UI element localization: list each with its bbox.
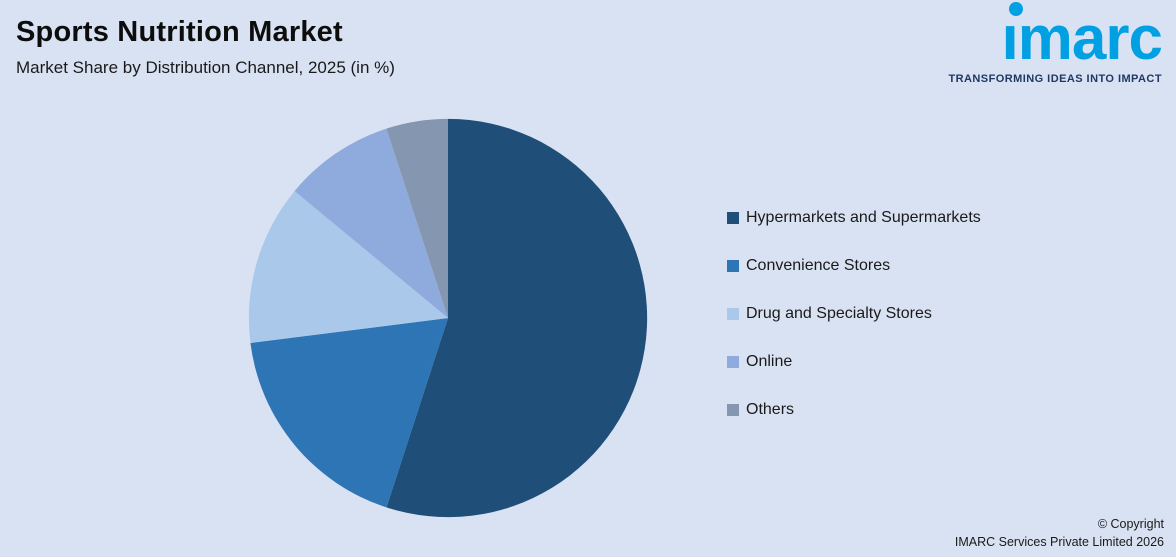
legend-label: Hypermarkets and Supermarkets [746,209,981,226]
legend-item-convenience-stores: Convenience Stores [727,255,981,277]
pie-slice-0 [386,118,648,518]
legend-swatch-icon [727,212,739,224]
pie-slice-3 [294,128,448,318]
imarc-logo-dot-icon [1008,2,1023,16]
legend-swatch-icon [727,404,739,416]
legend-item-hypermarkets: Hypermarkets and Supermarkets [727,207,981,229]
legend-swatch-icon [727,308,739,320]
legend-label: Convenience Stores [746,257,891,274]
legend-swatch-icon [727,356,739,368]
copyright-line-2: IMARC Services Private Limited 2026 [954,534,1164,549]
legend-label: Online [746,353,793,370]
pie-slice-4 [386,118,448,318]
legend-item-others: Others [727,399,981,421]
imarc-logo-wordmark: ımarc [1001,2,1163,73]
legend-label: Drug and Specialty Stores [746,305,932,322]
imarc-logo-text-head: ı [1001,4,1019,73]
chart-legend: Hypermarkets and Supermarkets Convenienc… [727,207,981,447]
legend-label: Others [746,401,795,418]
imarc-logo-text-tail: marc [1017,4,1163,73]
pie-slice-2 [248,191,448,343]
imarc-logo-tagline: TRANSFORMING IDEAS INTO IMPACT [948,73,1162,86]
imarc-logo: ımarc TRANSFORMING IDEAS INTO IMPACT [948,2,1163,86]
chart-header: Sports Nutrition Market Market Share by … [16,16,395,78]
pie-slice-1 [250,318,448,508]
copyright-notice: © Copyright IMARC Services Private Limit… [955,515,1164,551]
copyright-line-1: © Copyright [1097,516,1164,531]
legend-item-drug-specialty-stores: Drug and Specialty Stores [727,303,981,325]
legend-swatch-icon [727,260,739,272]
page-title: Sports Nutrition Market [16,16,343,48]
pie-chart-container [244,114,652,522]
legend-item-online: Online [727,351,981,373]
page-subtitle: Market Share by Distribution Channel, 20… [16,58,395,77]
pie-chart [248,118,648,518]
